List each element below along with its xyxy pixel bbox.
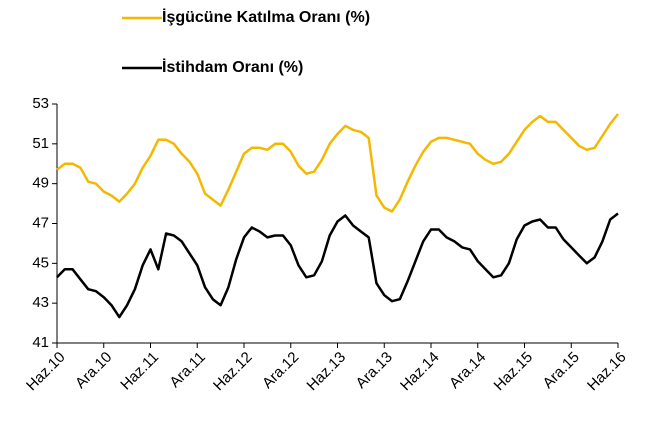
x-tick-label: Haz.11 <box>117 349 162 394</box>
y-tick-label: 41 <box>32 334 49 351</box>
series-line <box>56 212 619 319</box>
y-tick-label: 53 <box>32 95 49 112</box>
x-tick-label: Haz.13 <box>304 349 350 395</box>
x-tick-label: Haz.15 <box>491 349 537 395</box>
y-tick-label: 51 <box>32 135 49 152</box>
y-tick-label: 45 <box>32 254 49 271</box>
x-tick-label: Ara.14 <box>446 349 489 392</box>
y-tick-label: 43 <box>32 294 49 311</box>
x-tick-label: Ara.11 <box>166 349 208 391</box>
legend-label: İstihdam Oranı (%) <box>162 58 303 76</box>
x-tick-label: Haz.14 <box>397 349 443 395</box>
series-line <box>56 113 619 213</box>
x-tick-label: Haz.16 <box>584 349 630 395</box>
x-tick-label: Haz.12 <box>210 349 256 395</box>
x-tick-label: Ara.13 <box>353 349 396 392</box>
x-tick-label: Ara.12 <box>259 349 302 392</box>
y-tick-label: 47 <box>32 214 49 231</box>
legend-label: İşgücüne Katılma Oranı (%) <box>162 8 370 26</box>
x-tick-label: Ara.15 <box>540 349 583 392</box>
y-tick-label: 49 <box>32 175 49 192</box>
x-tick-label: Haz.10 <box>23 349 69 395</box>
x-tick-label: Ara.10 <box>72 349 115 392</box>
